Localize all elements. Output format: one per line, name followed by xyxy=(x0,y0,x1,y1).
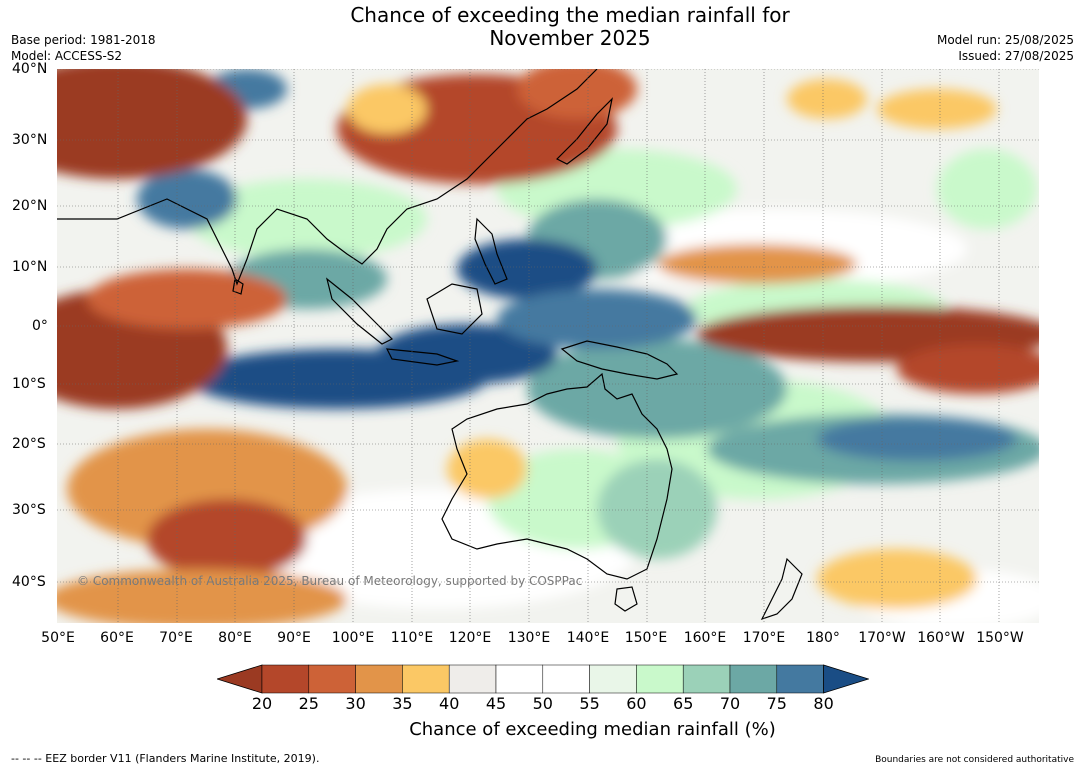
colorbar-segment xyxy=(308,664,356,694)
colorbar-tick-label: 75 xyxy=(766,694,787,713)
colorbar-tick-label: 80 xyxy=(813,694,834,713)
colorbar-segment xyxy=(589,664,637,694)
lat-label: 40°N xyxy=(12,61,48,77)
colorbar-high-extend xyxy=(823,664,869,694)
colorbar-tick-label: 50 xyxy=(532,694,553,713)
title-line-1: Chance of exceeding the median rainfall … xyxy=(350,3,790,27)
tasmania-coast xyxy=(614,586,638,612)
rainfall-field xyxy=(57,69,1039,623)
colorbar-tick-label: 35 xyxy=(392,694,413,713)
colorbar-segment xyxy=(402,664,450,694)
lon-label: 90°E xyxy=(277,630,311,646)
copyright-text: © Commonwealth of Australia 2025, Bureau… xyxy=(77,574,583,588)
lon-label: 120°E xyxy=(448,630,492,646)
colorbar-segment xyxy=(682,664,731,694)
java-coast xyxy=(385,348,460,366)
colorbar-low-extend xyxy=(217,664,263,694)
lon-label: 80°E xyxy=(218,630,252,646)
coastlines xyxy=(57,69,803,621)
colorbar-tick-label: 40 xyxy=(439,694,460,713)
issued-text: Issued: 27/08/2025 xyxy=(958,49,1074,63)
colorbar-segment xyxy=(776,664,824,694)
colorbar-segment xyxy=(636,664,684,694)
colorbar-tick-label: 65 xyxy=(673,694,694,713)
sri-lanka-coast xyxy=(232,278,244,295)
eez-note: -- -- -- EEZ border V11 (Flanders Marine… xyxy=(11,752,320,765)
lon-label: 150°W xyxy=(976,630,1024,646)
colorbar-label-text: Chance of exceeding median rainfall (%) xyxy=(409,719,776,740)
lon-label: 170°E xyxy=(742,630,786,646)
japan-coast xyxy=(555,97,613,165)
meta-right: Model run: 25/08/2025 Issued: 27/08/2025 xyxy=(937,32,1074,64)
lat-label: 20°N xyxy=(12,198,48,214)
lat-label: 40°S xyxy=(12,574,46,590)
colorbar-segment xyxy=(355,664,403,694)
lon-label: 160°W xyxy=(917,630,965,646)
colorbar-tick-label: 20 xyxy=(251,694,273,713)
colorbar-tick-label: 25 xyxy=(298,694,319,713)
rainfall-map xyxy=(57,69,1039,623)
lon-label: 160°E xyxy=(683,630,727,646)
colorbar xyxy=(217,664,869,694)
colorbar-label: Chance of exceeding median rainfall (%) xyxy=(0,719,1085,740)
lon-label: 70°E xyxy=(159,630,193,646)
lon-label: 150°E xyxy=(624,630,668,646)
model-run-text: Model run: 25/08/2025 xyxy=(936,33,1074,47)
model-text: Model: ACCESS-S2 xyxy=(11,49,123,63)
lon-label: 140°E xyxy=(566,630,610,646)
sumatra-coast xyxy=(325,277,394,345)
new-zealand-coast xyxy=(760,557,803,621)
lon-label: 100°E xyxy=(331,630,375,646)
base-period-text: Base period: 1981-2018 xyxy=(11,33,156,47)
lat-label: 30°S xyxy=(12,502,46,518)
title-line-2: November 2025 xyxy=(489,26,651,50)
colorbar-segment xyxy=(261,664,310,694)
lon-label: 60°E xyxy=(100,630,134,646)
colorbar-tick-label: 70 xyxy=(719,694,741,713)
borneo-coast xyxy=(426,283,483,335)
lon-label: 50°E xyxy=(41,630,75,646)
lat-label: 20°S xyxy=(12,436,46,452)
lon-label: 170°W xyxy=(858,630,906,646)
philippines-coast xyxy=(474,217,508,285)
lon-label: 180° xyxy=(806,630,840,646)
colorbar-segment xyxy=(542,664,590,694)
colorbar-tick-label: 60 xyxy=(626,694,647,713)
lat-label: 0° xyxy=(32,318,48,334)
colorbar-segment xyxy=(495,664,544,694)
colorbar-tick-label: 30 xyxy=(345,694,366,713)
colorbar-segment xyxy=(448,664,497,694)
lon-label: 110°E xyxy=(390,630,434,646)
lon-label: 130°E xyxy=(507,630,551,646)
asia-coast xyxy=(57,69,598,286)
lat-label: 30°N xyxy=(12,132,48,148)
colorbar-tick-label: 55 xyxy=(579,694,600,713)
australia-coast xyxy=(441,372,673,580)
colorbar-tick-label: 45 xyxy=(485,694,507,713)
lat-label: 10°S xyxy=(12,376,46,392)
map-title: Chance of exceeding the median rainfall … xyxy=(0,4,1085,50)
graticule xyxy=(57,69,1039,623)
boundaries-note: Boundaries are not considered authoritat… xyxy=(875,755,1074,765)
colorbar-segment xyxy=(729,664,778,694)
new-guinea-coast xyxy=(560,340,679,380)
lat-label: 10°N xyxy=(12,259,48,275)
meta-left: Base period: 1981-2018 Model: ACCESS-S2 xyxy=(11,32,156,64)
